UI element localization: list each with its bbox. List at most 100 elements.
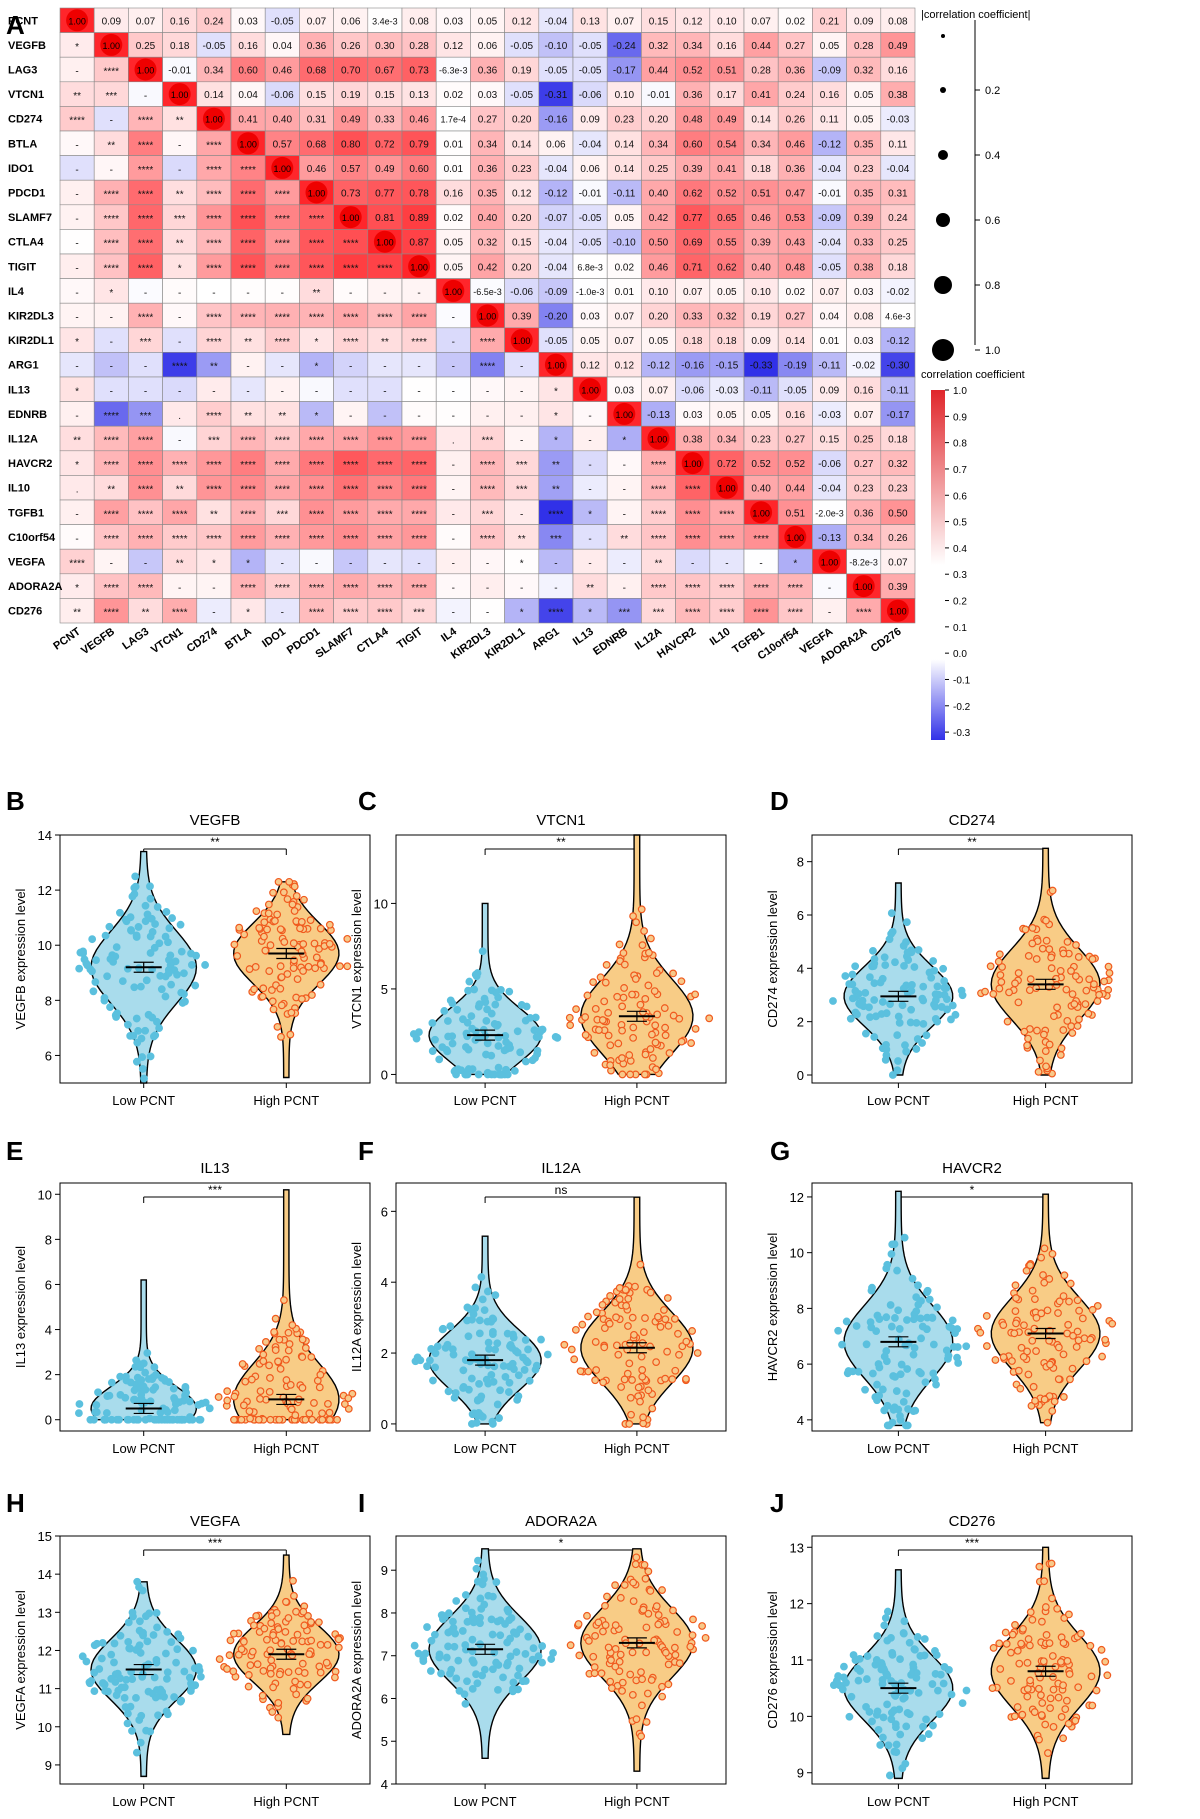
data-point xyxy=(620,960,629,969)
data-point xyxy=(1026,1608,1035,1617)
data-point xyxy=(521,1677,530,1685)
data-point xyxy=(660,1306,668,1314)
heatmap-cell xyxy=(675,81,711,107)
data-point xyxy=(286,1030,295,1039)
data-point xyxy=(115,1415,123,1424)
data-point xyxy=(616,1650,625,1659)
data-point xyxy=(254,1415,263,1424)
heatmap-cell xyxy=(777,548,813,575)
data-point xyxy=(994,957,1003,966)
data-point xyxy=(1077,1629,1085,1638)
heatmap-cell xyxy=(333,573,369,599)
data-point xyxy=(165,924,174,933)
data-point xyxy=(259,984,268,993)
data-point xyxy=(1013,1646,1022,1655)
data-point xyxy=(1038,1617,1046,1626)
cell-value: - xyxy=(212,583,215,594)
y-axis-label: VEGFB expression level xyxy=(13,888,28,1029)
data-point xyxy=(928,1314,937,1322)
data-point xyxy=(1100,977,1109,986)
cell-value: * xyxy=(246,559,250,570)
data-point xyxy=(287,1008,296,1017)
data-point xyxy=(149,1631,158,1639)
cell-value: - xyxy=(281,608,284,619)
cell-value: ** xyxy=(107,140,115,151)
heatmap-cell xyxy=(230,598,266,624)
cell-value: 0.02 xyxy=(786,16,806,27)
data-point xyxy=(1042,916,1050,925)
cell-value: . xyxy=(76,485,79,496)
significance-label: ** xyxy=(556,835,566,849)
column-label: VEGFB xyxy=(79,626,117,658)
data-point xyxy=(903,918,911,927)
data-point xyxy=(1059,1734,1068,1743)
data-point xyxy=(611,1645,620,1653)
data-point xyxy=(484,1591,493,1600)
cell-value: 0.09 xyxy=(820,385,840,396)
data-point xyxy=(638,1701,646,1710)
cell-value: ** xyxy=(210,509,218,520)
cell-value: -0.11 xyxy=(887,385,909,396)
data-point xyxy=(112,943,121,952)
data-point xyxy=(281,1627,290,1636)
heatmap-cell xyxy=(93,130,129,156)
cell-value: -0.05 xyxy=(510,41,533,52)
correlation-dot xyxy=(750,501,773,524)
correlation-dot xyxy=(852,575,875,598)
cell-value: **** xyxy=(480,460,496,471)
cell-value: **** xyxy=(206,263,222,274)
cell-value: 1.00 xyxy=(376,238,394,248)
data-point xyxy=(606,1292,615,1300)
heatmap-cell xyxy=(128,229,163,255)
data-point xyxy=(628,1648,637,1657)
data-point xyxy=(325,1408,334,1417)
data-point xyxy=(1031,1396,1039,1405)
y-tick-label: 14 xyxy=(38,1567,52,1582)
data-point xyxy=(458,1627,467,1635)
data-point xyxy=(612,1313,620,1322)
data-point xyxy=(137,1397,146,1405)
data-point xyxy=(127,926,135,935)
data-point xyxy=(475,1316,484,1325)
cell-value: **** xyxy=(275,239,291,250)
y-tick-label: 2 xyxy=(797,1015,804,1030)
cell-value: **** xyxy=(240,436,256,447)
heatmap-cell xyxy=(812,499,847,525)
cell-value: **** xyxy=(172,362,188,373)
cell-value: 0.05 xyxy=(444,238,464,249)
data-point xyxy=(688,1631,697,1640)
y-tick-label: 9 xyxy=(381,1563,388,1578)
cell-value: 0.07 xyxy=(615,336,635,347)
heatmap-cell xyxy=(470,81,505,107)
data-point xyxy=(324,1399,332,1408)
cell-value: 0.28 xyxy=(751,66,771,77)
data-point xyxy=(652,969,661,978)
cell-value: **** xyxy=(275,460,291,471)
cell-value: - xyxy=(554,583,557,594)
row-label: PCNT xyxy=(8,15,38,27)
color-legend-tick-label: -0.3 xyxy=(953,728,971,739)
data-point xyxy=(1049,1685,1058,1694)
data-point xyxy=(899,1397,908,1406)
data-point xyxy=(494,1042,503,1050)
cell-value: 0.38 xyxy=(888,90,908,101)
data-point xyxy=(902,1722,911,1731)
data-point xyxy=(583,1611,591,1620)
cell-value: - xyxy=(75,288,78,299)
heatmap-cell xyxy=(470,450,505,476)
color-legend-title: correlation coefficient xyxy=(921,369,1025,381)
heatmap-cell xyxy=(435,548,471,575)
color-legend-tick-label: 0.7 xyxy=(953,465,967,476)
cell-value: 0.15 xyxy=(512,238,532,249)
cell-value: - xyxy=(417,362,420,373)
cell-value: **** xyxy=(343,608,359,619)
heatmap-cell xyxy=(470,106,505,132)
data-point xyxy=(107,1674,116,1683)
data-point xyxy=(280,938,289,946)
cell-value: - xyxy=(315,559,318,570)
data-point xyxy=(161,992,170,1001)
data-point xyxy=(652,1065,660,1074)
cell-value: 0.65 xyxy=(717,213,737,224)
cell-value: **** xyxy=(309,509,325,520)
data-point xyxy=(245,1407,254,1416)
